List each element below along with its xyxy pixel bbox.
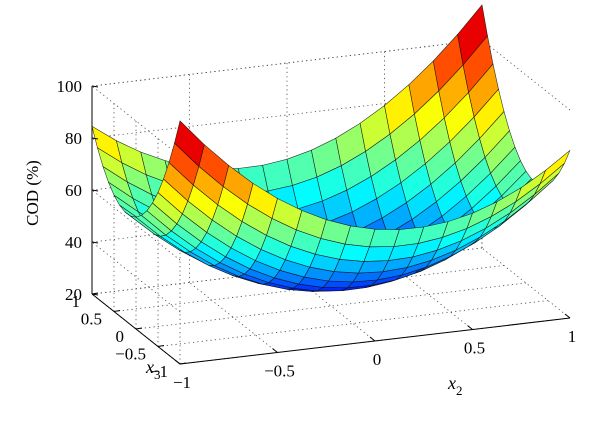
z-tick (91, 137, 99, 140)
floor-grid-line (286, 270, 376, 342)
x3-tick (113, 310, 121, 312)
z-tick-label: 40 (65, 233, 82, 252)
left-wall-grid-line (91, 189, 181, 261)
x3-tick-label: 0 (116, 327, 125, 346)
z-tick-label: 20 (65, 285, 82, 304)
x3-tick-labels: −1−0.50 0.51 (72, 292, 169, 381)
surface-mesh (91, 4, 571, 292)
x3-axis-label: x3 (145, 357, 161, 382)
x2-tick (369, 336, 376, 342)
z-tick (91, 85, 99, 88)
axes (91, 85, 571, 365)
x2-axis-label-base: x (447, 373, 456, 393)
x3-tick-label: 0.5 (81, 310, 102, 329)
x2-tick (564, 313, 571, 319)
x2-tick (174, 359, 181, 365)
left-wall-grid-line (91, 85, 181, 157)
x3-tick (91, 292, 99, 295)
x2-axis-label: x2 (447, 373, 463, 398)
x3-axis-label-base: x (145, 357, 154, 377)
z-tick (91, 189, 99, 192)
z-tick-labels: 20 40 60 80 100 (57, 77, 83, 304)
surface-patch (539, 150, 571, 185)
x2-tick (272, 348, 278, 353)
x2-tick-labels: −1 −0.5 0 0.5 1 (173, 327, 576, 392)
z-axis-label: COD (%) (23, 160, 42, 226)
floor-grid-line (157, 300, 549, 347)
z-tick-label: 60 (65, 181, 82, 200)
z-tick-label: 100 (57, 77, 83, 96)
x2-tick-label: 1 (568, 327, 577, 346)
x2-tick (467, 325, 473, 330)
top-edge-grid-line (481, 39, 571, 111)
x2-tick-label: −0.5 (264, 362, 295, 381)
left-wall-grid-line (91, 241, 181, 313)
x3-tick-label: 1 (72, 292, 81, 311)
floor-grid-line (189, 282, 278, 353)
x3-tick-label: −1 (150, 362, 168, 381)
z-tick-label: 80 (65, 129, 82, 148)
x3-tick (157, 345, 165, 347)
floor-grid-line (384, 259, 473, 330)
x2-tick-label: −1 (173, 373, 191, 392)
x3-tick (135, 327, 143, 330)
x2-axis-label-sub: 2 (456, 383, 463, 398)
x3-axis-label-sub: 3 (154, 367, 161, 382)
x3-tick (179, 362, 187, 365)
floor-grid-line (481, 247, 571, 319)
x3-tick-label: −0.5 (115, 345, 146, 364)
x2-tick-label: 0.5 (464, 339, 485, 358)
z-tick (91, 241, 99, 244)
x2-tick-label: 0 (373, 350, 382, 369)
